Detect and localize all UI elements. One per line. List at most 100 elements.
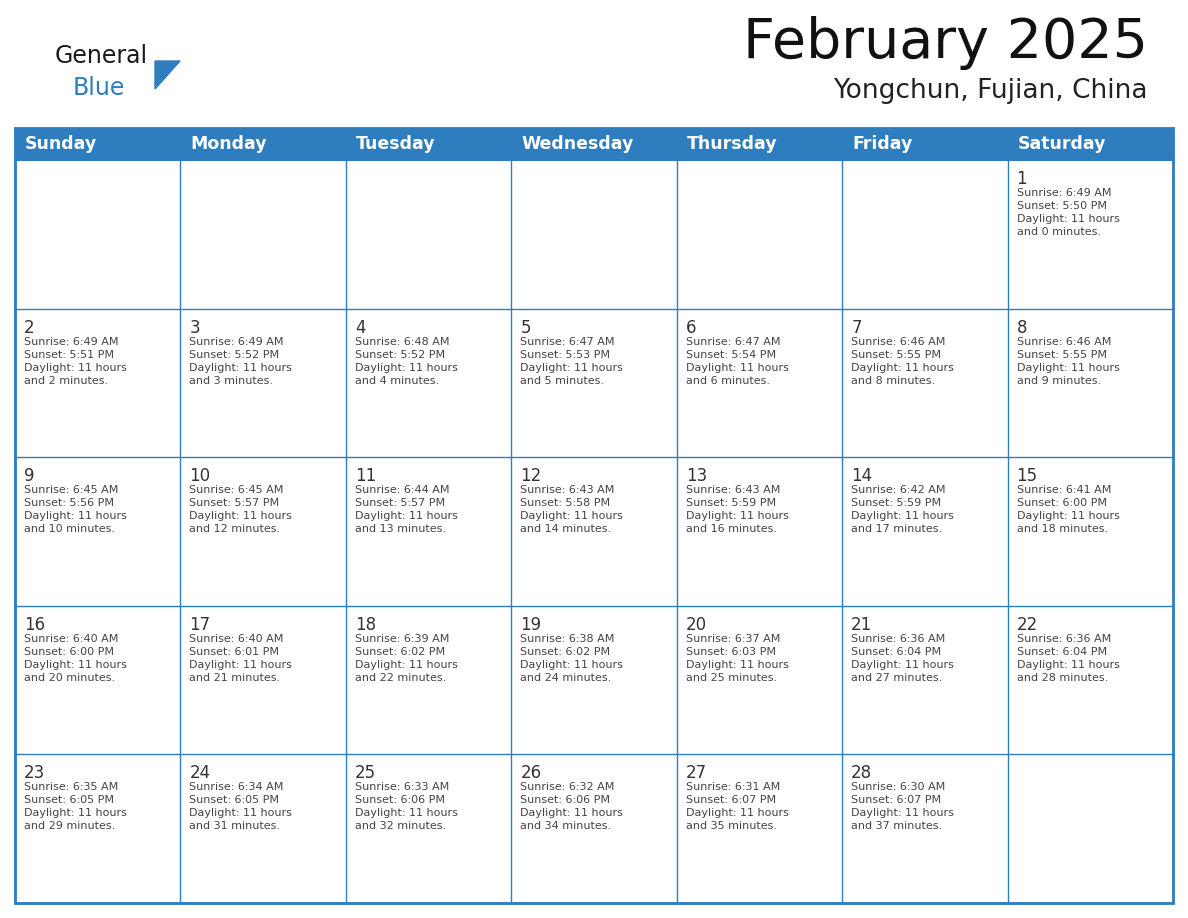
Text: Daylight: 11 hours: Daylight: 11 hours (189, 809, 292, 819)
Text: Daylight: 11 hours: Daylight: 11 hours (685, 660, 789, 670)
Text: 1: 1 (1017, 170, 1028, 188)
Text: Daylight: 11 hours: Daylight: 11 hours (189, 511, 292, 521)
Text: 10: 10 (189, 467, 210, 486)
Text: Sunrise: 6:43 AM: Sunrise: 6:43 AM (520, 486, 614, 495)
Text: Sunset: 5:54 PM: Sunset: 5:54 PM (685, 350, 776, 360)
Text: and 27 minutes.: and 27 minutes. (851, 673, 942, 683)
Text: Sunrise: 6:49 AM: Sunrise: 6:49 AM (189, 337, 284, 347)
Text: Sunset: 6:00 PM: Sunset: 6:00 PM (1017, 498, 1106, 509)
Text: Sunset: 6:04 PM: Sunset: 6:04 PM (851, 647, 941, 656)
Text: General: General (55, 44, 148, 68)
Text: Sunrise: 6:45 AM: Sunrise: 6:45 AM (24, 486, 119, 495)
Text: Sunrise: 6:43 AM: Sunrise: 6:43 AM (685, 486, 781, 495)
Text: and 9 minutes.: and 9 minutes. (1017, 375, 1101, 386)
Text: Monday: Monday (190, 135, 267, 153)
Text: Sunrise: 6:45 AM: Sunrise: 6:45 AM (189, 486, 284, 495)
Text: Sunset: 6:07 PM: Sunset: 6:07 PM (851, 795, 941, 805)
Text: Sunday: Sunday (25, 135, 97, 153)
Text: 24: 24 (189, 765, 210, 782)
Text: and 8 minutes.: and 8 minutes. (851, 375, 935, 386)
Text: 4: 4 (355, 319, 366, 337)
Text: Sunrise: 6:36 AM: Sunrise: 6:36 AM (1017, 633, 1111, 644)
Text: and 28 minutes.: and 28 minutes. (1017, 673, 1108, 683)
Text: Sunset: 6:04 PM: Sunset: 6:04 PM (1017, 647, 1107, 656)
Text: Daylight: 11 hours: Daylight: 11 hours (851, 660, 954, 670)
Text: Daylight: 11 hours: Daylight: 11 hours (355, 660, 457, 670)
Text: 27: 27 (685, 765, 707, 782)
Text: Sunset: 5:59 PM: Sunset: 5:59 PM (851, 498, 941, 509)
Text: Daylight: 11 hours: Daylight: 11 hours (189, 660, 292, 670)
Text: 9: 9 (24, 467, 34, 486)
Text: Daylight: 11 hours: Daylight: 11 hours (520, 809, 624, 819)
Text: Daylight: 11 hours: Daylight: 11 hours (851, 809, 954, 819)
Polygon shape (154, 61, 181, 89)
Text: 21: 21 (851, 616, 872, 633)
Text: 26: 26 (520, 765, 542, 782)
Text: Daylight: 11 hours: Daylight: 11 hours (685, 363, 789, 373)
Text: and 13 minutes.: and 13 minutes. (355, 524, 446, 534)
Text: Sunrise: 6:46 AM: Sunrise: 6:46 AM (1017, 337, 1111, 347)
Text: Sunrise: 6:37 AM: Sunrise: 6:37 AM (685, 633, 781, 644)
Text: and 32 minutes.: and 32 minutes. (355, 822, 446, 832)
Text: and 3 minutes.: and 3 minutes. (189, 375, 273, 386)
Text: Sunrise: 6:42 AM: Sunrise: 6:42 AM (851, 486, 946, 495)
Text: Saturday: Saturday (1018, 135, 1106, 153)
Text: 15: 15 (1017, 467, 1037, 486)
Text: Daylight: 11 hours: Daylight: 11 hours (520, 660, 624, 670)
Text: and 17 minutes.: and 17 minutes. (851, 524, 942, 534)
Text: Daylight: 11 hours: Daylight: 11 hours (1017, 214, 1119, 224)
Text: 17: 17 (189, 616, 210, 633)
Text: 2: 2 (24, 319, 34, 337)
Text: Sunset: 6:05 PM: Sunset: 6:05 PM (189, 795, 279, 805)
Text: Sunrise: 6:41 AM: Sunrise: 6:41 AM (1017, 486, 1111, 495)
Text: and 24 minutes.: and 24 minutes. (520, 673, 612, 683)
Text: Sunset: 5:53 PM: Sunset: 5:53 PM (520, 350, 611, 360)
Text: Sunrise: 6:48 AM: Sunrise: 6:48 AM (355, 337, 449, 347)
Text: 18: 18 (355, 616, 375, 633)
Text: Wednesday: Wednesday (522, 135, 633, 153)
Bar (15, 128, 1173, 160)
Text: and 2 minutes.: and 2 minutes. (24, 375, 108, 386)
Text: Daylight: 11 hours: Daylight: 11 hours (685, 511, 789, 521)
Text: 19: 19 (520, 616, 542, 633)
Text: and 6 minutes.: and 6 minutes. (685, 375, 770, 386)
Text: Sunset: 5:58 PM: Sunset: 5:58 PM (520, 498, 611, 509)
Text: Sunrise: 6:49 AM: Sunrise: 6:49 AM (1017, 188, 1111, 198)
Text: Daylight: 11 hours: Daylight: 11 hours (24, 809, 127, 819)
Text: Sunrise: 6:49 AM: Sunrise: 6:49 AM (24, 337, 119, 347)
Bar (15, 128, 1173, 903)
Text: 5: 5 (520, 319, 531, 337)
Text: Sunset: 6:02 PM: Sunset: 6:02 PM (355, 647, 446, 656)
Text: Sunrise: 6:40 AM: Sunrise: 6:40 AM (24, 633, 119, 644)
Text: 16: 16 (24, 616, 45, 633)
Text: Sunrise: 6:32 AM: Sunrise: 6:32 AM (520, 782, 614, 792)
Text: Daylight: 11 hours: Daylight: 11 hours (520, 511, 624, 521)
Text: Sunset: 6:01 PM: Sunset: 6:01 PM (189, 647, 279, 656)
Text: 13: 13 (685, 467, 707, 486)
Text: Sunrise: 6:30 AM: Sunrise: 6:30 AM (851, 782, 946, 792)
Text: Sunrise: 6:35 AM: Sunrise: 6:35 AM (24, 782, 119, 792)
Text: 3: 3 (189, 319, 200, 337)
Text: Daylight: 11 hours: Daylight: 11 hours (189, 363, 292, 373)
Text: Daylight: 11 hours: Daylight: 11 hours (1017, 511, 1119, 521)
Text: Daylight: 11 hours: Daylight: 11 hours (1017, 363, 1119, 373)
Text: Sunrise: 6:47 AM: Sunrise: 6:47 AM (520, 337, 614, 347)
Text: Daylight: 11 hours: Daylight: 11 hours (355, 809, 457, 819)
Text: Sunset: 5:55 PM: Sunset: 5:55 PM (851, 350, 941, 360)
Text: Yongchun, Fujian, China: Yongchun, Fujian, China (834, 78, 1148, 104)
Text: and 31 minutes.: and 31 minutes. (189, 822, 280, 832)
Text: Daylight: 11 hours: Daylight: 11 hours (851, 511, 954, 521)
Text: Sunset: 6:07 PM: Sunset: 6:07 PM (685, 795, 776, 805)
Text: Tuesday: Tuesday (356, 135, 436, 153)
Text: and 0 minutes.: and 0 minutes. (1017, 227, 1100, 237)
Text: Sunset: 5:50 PM: Sunset: 5:50 PM (1017, 201, 1106, 211)
Text: and 29 minutes.: and 29 minutes. (24, 822, 115, 832)
Text: Daylight: 11 hours: Daylight: 11 hours (355, 511, 457, 521)
Text: 8: 8 (1017, 319, 1028, 337)
Text: and 14 minutes.: and 14 minutes. (520, 524, 612, 534)
Text: and 18 minutes.: and 18 minutes. (1017, 524, 1107, 534)
Text: Sunset: 6:03 PM: Sunset: 6:03 PM (685, 647, 776, 656)
Text: and 10 minutes.: and 10 minutes. (24, 524, 115, 534)
Text: Sunrise: 6:44 AM: Sunrise: 6:44 AM (355, 486, 449, 495)
Text: and 4 minutes.: and 4 minutes. (355, 375, 440, 386)
